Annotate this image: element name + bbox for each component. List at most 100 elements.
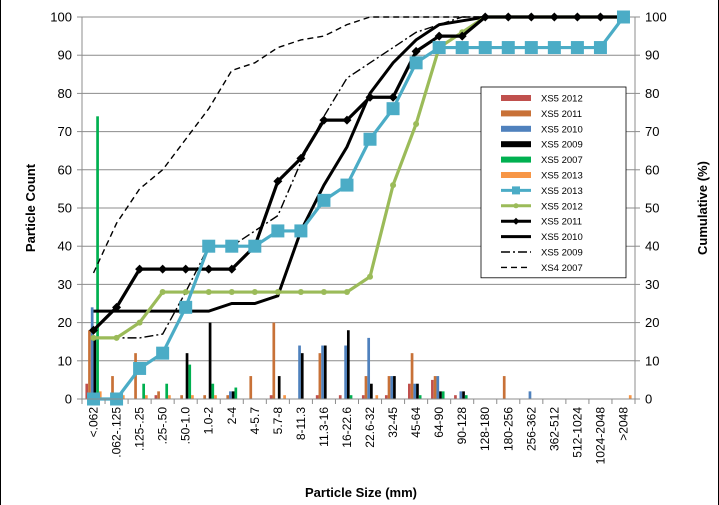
- bar-xs5-2007-4: [188, 364, 192, 399]
- bar-xs5-2013-2: [145, 395, 148, 399]
- marker-xs5-2012-5: [205, 289, 212, 296]
- marker-xs5-2013-3: [156, 346, 170, 360]
- marker-xs5-2013-12: [363, 132, 377, 146]
- marker-xs5-2011-3: [158, 264, 168, 274]
- bar-xs5-2013-4: [191, 395, 194, 399]
- bar-xs5-2009-4: [185, 353, 189, 399]
- bar-xs5-2012-13: [384, 395, 388, 399]
- marker-xs5-2011-19: [526, 12, 536, 22]
- x-tick-label-9: 8-11.3: [294, 407, 308, 440]
- bar-xs5-2009-10: [323, 345, 327, 399]
- x-tick-label-11: 16-22.6: [340, 407, 354, 448]
- marker-xs5-2012-14: [413, 120, 420, 127]
- legend-swatch-bar-xs5-2009: [501, 141, 531, 148]
- legend-label-xs5-2011: XS5 2011: [541, 217, 582, 228]
- marker-xs5-2013-23: [616, 10, 630, 24]
- x-tick-label-19: 256-362: [524, 407, 538, 451]
- bar-xs5-2011-18: [502, 376, 506, 399]
- marker-xs5-2011-4: [181, 264, 191, 274]
- marker-xs5-2011-18: [503, 12, 513, 22]
- marker-xs5-2012-2: [136, 319, 143, 326]
- bar-xs5-2007-11: [349, 395, 353, 399]
- bar-xs5-2010-19: [528, 391, 532, 399]
- bar-xs5-2011-4: [180, 395, 183, 399]
- bar-xs5-2012-3: [154, 395, 158, 399]
- bar-xs5-2011-5: [203, 395, 207, 399]
- bar-xs5-2010-12: [367, 337, 371, 399]
- marker-xs5-2012-7: [251, 289, 258, 296]
- legend-marker-xs5-2013: [512, 186, 520, 195]
- bar-xs5-2010-0: [90, 307, 94, 399]
- marker-xs5-2012-11: [343, 289, 350, 296]
- legend-swatch-bar-xs5-2012: [501, 95, 531, 101]
- bar-xs5-2010-11: [344, 345, 347, 399]
- bar-xs5-2010-6: [229, 391, 232, 399]
- bar-xs5-2011-1: [111, 376, 114, 399]
- y-right-tick-label-90: 90: [645, 48, 659, 63]
- y-right-tick-label-10: 10: [645, 353, 659, 368]
- marker-xs5-2012-6: [228, 289, 235, 296]
- legend-label-xs5-2013: XS5 2013: [541, 186, 583, 197]
- bar-xs5-2010-10: [321, 345, 324, 399]
- x-tick-label-14: 45-64: [409, 407, 423, 438]
- y-left-tick-label-80: 80: [58, 86, 72, 101]
- marker-xs5-2013-7: [248, 239, 262, 253]
- legend: XS5 2012 XS5 2011 XS5 2010 XS5 2009 XS5 2007…: [480, 86, 627, 279]
- bar-xs5-2013-1: [121, 395, 125, 399]
- legend-label-xs5-2009: XS5 2009: [541, 248, 583, 259]
- marker-xs5-2011-22: [595, 12, 605, 22]
- x-tick-label-12: 22.6-32: [363, 407, 377, 448]
- marker-xs5-2013-22: [593, 41, 607, 55]
- x-tick-label-22: 1024-2048: [593, 407, 607, 465]
- y-right-tick-label-70: 70: [645, 124, 659, 139]
- x-axis-title: Particle Size (mm): [305, 485, 417, 500]
- bar-xs5-2009-16: [462, 391, 465, 399]
- y-axis-left-title: Particle Count: [23, 163, 38, 252]
- cumulative-line-xs5-2009: [93, 16, 624, 339]
- legend-label-xs5-2009: XS5 2009: [541, 140, 583, 151]
- x-tick-label-18: 180-256: [501, 407, 515, 451]
- legend-label-xs5-2010: XS5 2010: [541, 124, 583, 135]
- x-tick-label-4: .50-1.0: [179, 407, 193, 445]
- marker-xs5-2012-12: [367, 273, 374, 280]
- marker-xs5-2011-16: [457, 31, 467, 41]
- marker-xs5-2013-4: [179, 300, 193, 314]
- marker-xs5-2011-5: [204, 264, 214, 274]
- marker-xs5-2013-14: [409, 56, 423, 70]
- x-tick-label-0: <.062: [87, 407, 101, 438]
- bar-xs5-2009-14: [416, 383, 419, 399]
- bar-xs5-2007-15: [441, 391, 445, 399]
- bar-xs5-2007-3: [165, 383, 169, 399]
- marker-xs5-2011-20: [549, 12, 559, 22]
- bar-xs5-2012-12: [361, 395, 365, 399]
- y-left-tick-label-50: 50: [58, 201, 72, 216]
- marker-xs5-2013-16: [455, 41, 469, 55]
- legend-marker-xs5-2011: [512, 217, 520, 225]
- marker-xs5-2011-15: [434, 31, 444, 41]
- y-right-tick-label-50: 50: [645, 201, 659, 216]
- bar-xs5-2010-13: [390, 376, 394, 399]
- bar-xs5-2013-12: [375, 395, 379, 399]
- marker-xs5-2011-21: [572, 12, 582, 22]
- marker-xs5-2012-3: [159, 289, 166, 296]
- bar-xs5-2012-16: [454, 395, 457, 399]
- legend-label-xs5-2013: XS5 2013: [541, 171, 583, 182]
- y-left-tick-label-90: 90: [58, 48, 72, 63]
- y-right-tick-label-30: 30: [645, 277, 659, 292]
- bar-xs5-2011-10: [318, 353, 322, 399]
- marker-xs5-2011-8: [273, 176, 283, 186]
- x-tick-label-23: >2048: [616, 407, 630, 441]
- marker-xs5-2013-20: [547, 41, 561, 55]
- x-tick-label-10: 11.3-16: [317, 407, 331, 447]
- bar-xs5-2009-8: [277, 376, 281, 399]
- marker-xs5-2012-10: [320, 289, 327, 296]
- legend-swatch-bar-xs5-2013: [501, 172, 531, 178]
- legend-label-xs4-2007: XS4 2007: [541, 263, 583, 274]
- marker-xs5-2013-19: [524, 41, 538, 55]
- bar-xs5-2011-8: [272, 322, 276, 399]
- bar-xs5-2007-14: [418, 395, 422, 399]
- bar-xs5-2013-0: [98, 391, 102, 399]
- legend-label-xs5-2012: XS5 2012: [541, 201, 583, 212]
- bar-xs5-2011-15: [433, 376, 437, 399]
